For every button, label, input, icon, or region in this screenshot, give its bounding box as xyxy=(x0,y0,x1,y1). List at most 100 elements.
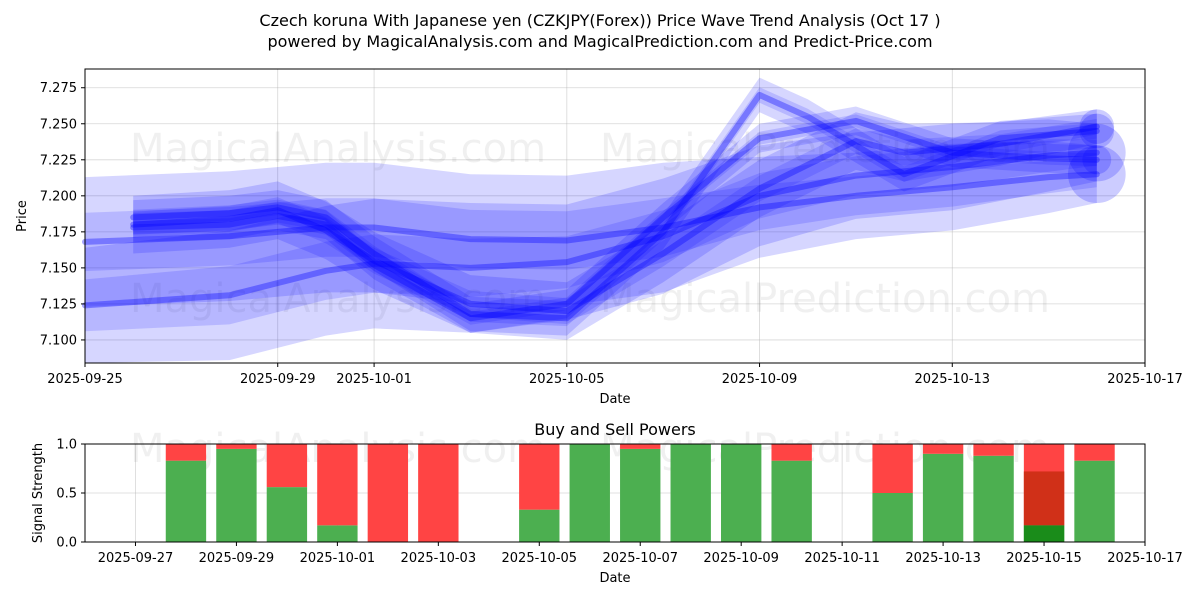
signal-x-tick-label: 2025-10-15 xyxy=(1006,551,1082,566)
sell-bar xyxy=(922,444,964,454)
price-x-tick-label: 2025-10-09 xyxy=(722,372,798,387)
signal-x-tick-label: 2025-10-09 xyxy=(703,551,779,566)
buy-bar xyxy=(165,460,207,542)
buy-bar xyxy=(266,487,308,542)
watermark-text: MagicalPrediction.com xyxy=(600,276,1050,322)
signal-x-tick-label: 2025-10-17 xyxy=(1107,551,1183,566)
signal-bar-2025-09-28 xyxy=(165,444,207,542)
price-axes-frame xyxy=(84,68,1146,364)
wave-series-2 xyxy=(82,119,1126,364)
watermark-text: MagicalAnalysis.com xyxy=(130,126,546,172)
buy-sell-chart: Buy and Sell Powers MagicalAnalysis.comM… xyxy=(31,420,1183,586)
sell-bar xyxy=(317,444,358,526)
sell-bar xyxy=(872,444,913,493)
price-x-tick-label: 2025-10-01 xyxy=(336,372,412,387)
price-x-tick-label: 2025-09-25 xyxy=(47,372,123,387)
signal-x-tick-label: 2025-10-03 xyxy=(401,551,477,566)
price-watermarks: MagicalAnalysis.com MagicalPrediction.com… xyxy=(130,126,1050,322)
wave-series-4 xyxy=(130,77,1115,336)
sell-strong-bar xyxy=(1023,471,1065,526)
signal-x-tick-label: 2025-10-11 xyxy=(804,551,880,566)
signal-bar-2025-10-08 xyxy=(670,444,711,542)
price-y-tick-label: 7.175 xyxy=(40,225,77,240)
wave-band-inner xyxy=(133,87,1097,327)
signal-bar-2025-10-16 xyxy=(1074,444,1115,542)
price-x-axis-label: Date xyxy=(599,392,630,407)
buy-bar xyxy=(569,444,610,542)
signal-x-tick-label: 2025-10-01 xyxy=(300,551,376,566)
price-y-axis-label: Price xyxy=(15,200,30,232)
price-y-tick-label: 7.100 xyxy=(40,333,77,348)
signal-bar-2025-09-30 xyxy=(266,444,308,542)
sell-bar xyxy=(1074,444,1115,461)
wave-series-5 xyxy=(130,106,1112,333)
price-y-tick-label: 7.200 xyxy=(40,189,77,204)
wave-end-marker xyxy=(1079,113,1115,149)
signal-bar-2025-10-03 xyxy=(418,444,459,542)
sell-bar xyxy=(165,444,207,461)
price-grid xyxy=(84,69,1146,363)
signal-bar-2025-10-13 xyxy=(922,444,964,542)
price-wave-chart: MagicalAnalysis.com MagicalPrediction.com… xyxy=(15,68,1183,407)
buy-bar xyxy=(670,444,711,542)
price-x-tick-label: 2025-09-29 xyxy=(240,372,316,387)
wave-band xyxy=(85,119,1097,364)
price-y-tick-label: 7.275 xyxy=(40,81,77,96)
sell-bar xyxy=(973,444,1014,456)
price-x-tick-label: 2025-10-05 xyxy=(529,372,605,387)
buy-bar xyxy=(771,460,812,542)
signal-y-tick-label: 0.0 xyxy=(56,536,77,551)
signal-bar-2025-10-15 xyxy=(1023,444,1065,542)
wave-line xyxy=(130,123,1100,315)
signal-bar-2025-10-01 xyxy=(317,444,358,542)
wave-band-inner xyxy=(85,160,1097,272)
buy-bar xyxy=(922,453,964,542)
signal-bar-2025-10-10 xyxy=(771,444,812,542)
wave-series-1 xyxy=(82,141,1126,307)
sell-bar xyxy=(519,444,560,510)
wave-end-marker xyxy=(1079,109,1115,144)
wave-band xyxy=(85,141,1097,307)
signal-bar-2025-10-07 xyxy=(620,444,661,542)
watermark-text: MagicalPrediction.com xyxy=(600,126,1050,172)
sell-bar xyxy=(418,444,459,542)
wave-band xyxy=(133,109,1097,340)
sell-bar xyxy=(266,444,308,488)
buy-bar xyxy=(317,525,358,542)
signal-bar-2025-10-09 xyxy=(721,444,762,542)
wave-series-3 xyxy=(130,109,1115,340)
signal-x-tick-label: 2025-09-27 xyxy=(98,551,174,566)
signal-bar-2025-10-06 xyxy=(569,444,610,542)
watermark-text: MagicalAnalysis.com xyxy=(130,276,546,322)
price-y-tick-label: 7.250 xyxy=(40,117,77,132)
sell-bar xyxy=(620,444,661,449)
price-y-tick-label: 7.125 xyxy=(40,297,77,312)
price-y-tick-label: 7.150 xyxy=(40,261,77,276)
buy-bar xyxy=(872,493,913,542)
signal-ticks: 2025-09-27 2025-09-29 2025-10-01 2025-10-03… xyxy=(56,438,1182,567)
price-x-tick-label: 2025-10-17 xyxy=(1107,372,1183,387)
buy-bar xyxy=(721,444,762,542)
figure-title-line1: Czech koruna With Japanese yen (CZKJPY(F… xyxy=(259,11,940,30)
price-wave-bands xyxy=(82,77,1126,364)
wave-end-marker xyxy=(1067,123,1126,182)
signal-x-axis-label: Date xyxy=(599,571,630,586)
wave-line xyxy=(82,149,1100,309)
sell-bar xyxy=(367,444,409,542)
signal-y-tick-label: 1.0 xyxy=(56,438,77,453)
price-y-tick-label: 7.225 xyxy=(40,153,77,168)
wave-line xyxy=(82,171,1100,245)
wave-band xyxy=(133,106,1097,333)
buy-bar xyxy=(519,509,560,542)
buy-bar xyxy=(620,448,661,542)
wave-line xyxy=(130,91,1100,322)
buy-bar xyxy=(973,455,1014,542)
buy-bar xyxy=(216,448,257,542)
signal-x-tick-label: 2025-10-07 xyxy=(602,551,678,566)
signal-x-tick-label: 2025-09-29 xyxy=(199,551,275,566)
signal-y-axis-label: Signal Strength xyxy=(31,443,46,543)
signal-x-tick-label: 2025-10-05 xyxy=(502,551,578,566)
sell-bar xyxy=(771,444,812,461)
signal-bar-2025-09-29 xyxy=(216,444,257,542)
